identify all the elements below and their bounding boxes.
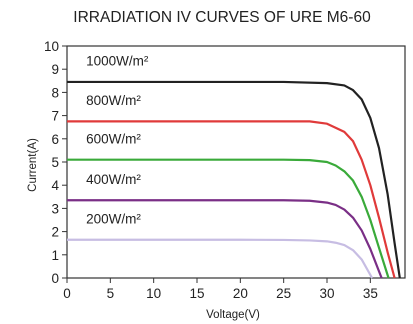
y-tick-label: 4 <box>51 178 59 193</box>
series-label-2: 600W/m² <box>86 131 141 146</box>
x-tick-label: 30 <box>319 286 334 301</box>
y-tick-label: 6 <box>51 132 59 147</box>
y-axis-label: Current(A) <box>27 138 39 192</box>
x-tick-label: 0 <box>63 286 71 301</box>
x-tick-label: 25 <box>276 286 291 301</box>
y-tick-label: 9 <box>51 62 59 77</box>
x-tick-label: 15 <box>189 286 204 301</box>
series-label-4: 200W/m² <box>86 211 141 226</box>
y-tick-label: 0 <box>51 271 59 286</box>
chart-title: IRRADIATION IV CURVES OF URE M6-60 <box>73 9 371 26</box>
series-label-3: 400W/m² <box>86 172 141 187</box>
series-label-1: 800W/m² <box>86 93 141 108</box>
series-line-1 <box>67 120 396 279</box>
x-tick-label: 5 <box>107 286 115 301</box>
x-tick-label: 20 <box>233 286 248 301</box>
plot-area: 0 1 2 3 4 5 6 7 8 9 10 0 5 10 15 20 25 30 35 1000W/m² 800W/m… <box>44 39 406 301</box>
y-tick-label: 7 <box>51 109 59 124</box>
x-tick-label: 10 <box>146 286 161 301</box>
y-tick-label: 10 <box>44 39 59 54</box>
y-tick-label: 8 <box>51 85 59 100</box>
plot-frame <box>66 45 406 279</box>
x-tick-label: 35 <box>363 286 378 301</box>
y-tick-label: 5 <box>51 155 59 170</box>
series-line-4 <box>67 238 374 279</box>
y-tick-label: 1 <box>51 248 59 263</box>
y-tick-label: 2 <box>51 225 59 240</box>
series-line-3 <box>67 199 383 279</box>
series-line-2 <box>67 158 390 279</box>
x-axis-label: Voltage(V) <box>206 309 260 321</box>
series-label-0: 1000W/m² <box>86 54 149 69</box>
y-tick-label: 3 <box>51 201 59 216</box>
series-line-0 <box>67 80 401 279</box>
